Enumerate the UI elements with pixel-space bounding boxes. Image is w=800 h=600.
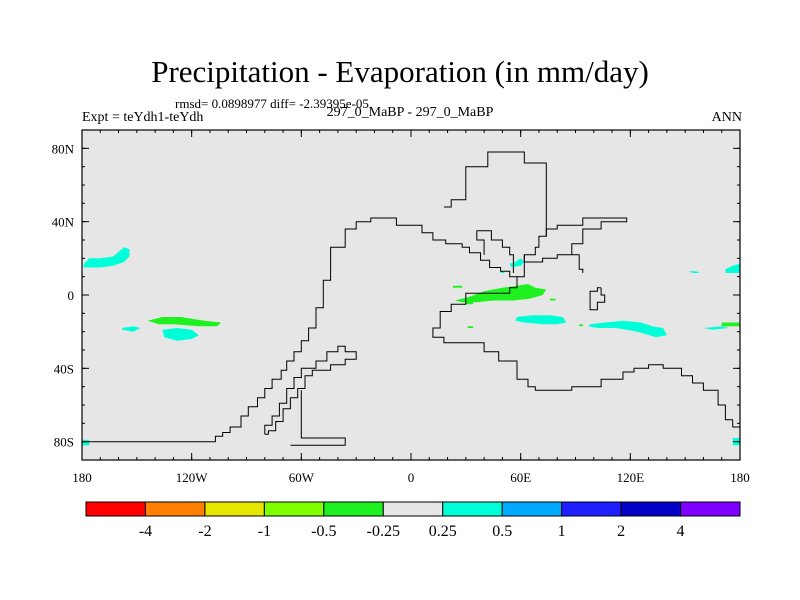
coast-s-tip [290, 390, 346, 446]
x-tick-label: 120E [617, 470, 645, 485]
colorbar-label: -1 [258, 523, 271, 540]
colorbar-label: 1 [558, 523, 566, 540]
x-tick-label: 120W [176, 470, 209, 485]
colorbar-label: 0.25 [429, 523, 457, 540]
region-cyan-s-indian [515, 315, 567, 325]
region-green-spot-2 [465, 300, 474, 305]
colorbar-swatch [382, 501, 444, 517]
colorbar-swatch [561, 501, 622, 517]
colorbar-swatch [85, 501, 146, 517]
coast-asia-ne [545, 217, 628, 255]
map-axes: 180 120W 60W 0 60E 120E 180 80N 40N 0 40S 80S [52, 129, 750, 485]
coast-asia-east [523, 254, 584, 273]
x-tick-label: 0 [408, 470, 415, 485]
colorbar-label: 2 [617, 523, 625, 540]
region-green-spot-1 [453, 285, 463, 288]
region-green-spot-4 [467, 326, 474, 328]
colorbar-swatch [204, 501, 265, 517]
chart-title: Precipitation - Evaporation (in mm/day) [151, 54, 649, 89]
region-cyan-antarctic-w [82, 439, 90, 446]
map-background [82, 130, 740, 460]
y-tick-label: 40S [54, 361, 74, 376]
region-cyan-w-pacific-spot [688, 271, 700, 273]
season-label: ANN [711, 110, 742, 125]
colorbar-swatch [263, 501, 325, 517]
colorbar-label: 0.5 [492, 523, 512, 540]
x-tick-label: 60W [289, 470, 315, 485]
stats-line: rmsd= 0.0898977 diff= -2.39395e-05 [175, 96, 369, 111]
x-tick-label: 60E [510, 470, 531, 485]
colorbar-label: 4 [677, 523, 685, 540]
y-tick-label: 40N [52, 215, 75, 230]
x-tick-label: 180 [730, 470, 750, 485]
colorbar-swatch [323, 501, 384, 517]
region-green-s-pacific [147, 317, 221, 327]
region-cyan-e-pacific-north [725, 263, 740, 273]
colorbar-label: -0.5 [311, 523, 336, 540]
region-cyan-s-pacific-west [122, 326, 141, 332]
coast-eurasia-north [443, 151, 547, 278]
coast-americas-africa [82, 217, 740, 443]
region-green-e-pacific-spot [721, 322, 740, 327]
y-tick-label: 0 [68, 288, 75, 303]
y-tick-label: 80N [52, 141, 75, 156]
region-green-spot-5 [579, 324, 583, 327]
coast-maritime [589, 287, 606, 311]
colorbar-swatch [620, 501, 682, 517]
colorbar-swatch [501, 501, 563, 517]
coast-s-america-inner [264, 345, 357, 435]
colorbar: -4 -2 -1 -0.5 -0.25 0.25 0.5 1 2 4 [85, 501, 741, 540]
colorbar-swatch [680, 501, 741, 517]
region-green-spot-3 [549, 298, 556, 301]
period-label: 297_0_MaBP - 297_0_MaBP [326, 105, 494, 120]
y-tick-label: 80S [54, 435, 74, 450]
experiment-label: Expt = teYdh1-teYdh [82, 110, 204, 125]
x-tick-label: 180 [72, 470, 92, 485]
colorbar-label: -0.25 [367, 523, 400, 540]
region-cyan-s-pacific-central [162, 328, 199, 341]
region-cyan-n-pacific [83, 247, 130, 268]
region-cyan-e-pacific-south [703, 326, 729, 330]
colorbar-label: -2 [198, 523, 211, 540]
coast-arabia [476, 230, 514, 273]
colorbar-swatch [442, 501, 503, 517]
colorbar-swatch [144, 501, 206, 517]
region-cyan-indian-east [588, 320, 667, 338]
map-panel [82, 130, 740, 460]
colorbar-label: -4 [139, 523, 152, 540]
